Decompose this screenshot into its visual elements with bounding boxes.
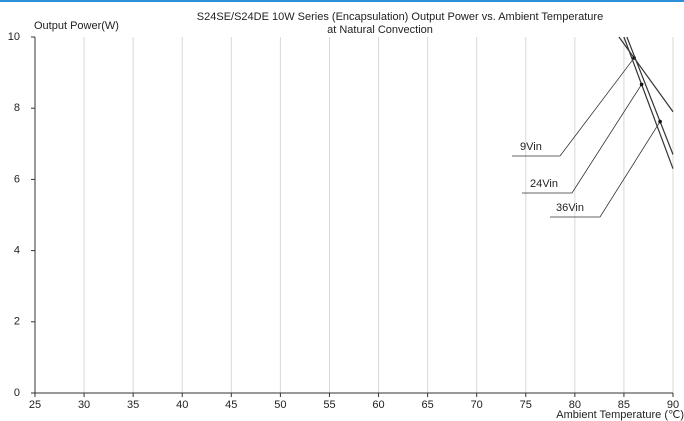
x-tick-label: 65 — [421, 399, 433, 411]
x-tick-label: 40 — [176, 399, 188, 411]
y-tick-label: 8 — [14, 102, 20, 114]
legend-label: 36Vin — [556, 202, 584, 214]
legend-label: 9Vin — [520, 141, 542, 153]
x-tick-label: 90 — [667, 399, 679, 411]
x-tick-label: 70 — [471, 399, 483, 411]
y-tick-label: 6 — [14, 173, 20, 185]
chart-title: S24SE/S24DE 10W Series (Encapsulation) O… — [197, 11, 603, 23]
x-tick-label: 55 — [323, 399, 335, 411]
leader-line — [550, 121, 661, 218]
y-axis-label: Output Power(W) — [34, 20, 119, 32]
y-tick-label: 0 — [14, 387, 20, 399]
x-tick-label: 45 — [225, 399, 237, 411]
x-tick-label: 75 — [520, 399, 532, 411]
x-tick-label: 85 — [618, 399, 630, 411]
x-tick-label: 35 — [127, 399, 139, 411]
x-axis-label: Ambient Temperature (℃) — [556, 409, 684, 421]
x-tick-label: 60 — [372, 399, 384, 411]
line — [618, 36, 674, 113]
x-tick-label: 30 — [78, 399, 90, 411]
x-tick-label: 25 — [29, 399, 41, 411]
y-tick-label: 2 — [14, 316, 20, 328]
leader-line — [512, 57, 635, 157]
x-tick-label: 80 — [569, 399, 581, 411]
line — [626, 36, 674, 155]
leader-arrow — [639, 82, 644, 87]
leader-line — [522, 84, 642, 194]
x-tick-label: 50 — [274, 399, 286, 411]
leader-arrow — [658, 119, 662, 124]
legend-label: 24Vin — [530, 178, 558, 190]
y-tick-label: 4 — [14, 245, 20, 257]
chart-subtitle: at Natural Convection — [327, 24, 433, 36]
top-border — [0, 0, 684, 2]
y-tick-label: 10 — [8, 31, 20, 43]
line — [623, 36, 674, 169]
